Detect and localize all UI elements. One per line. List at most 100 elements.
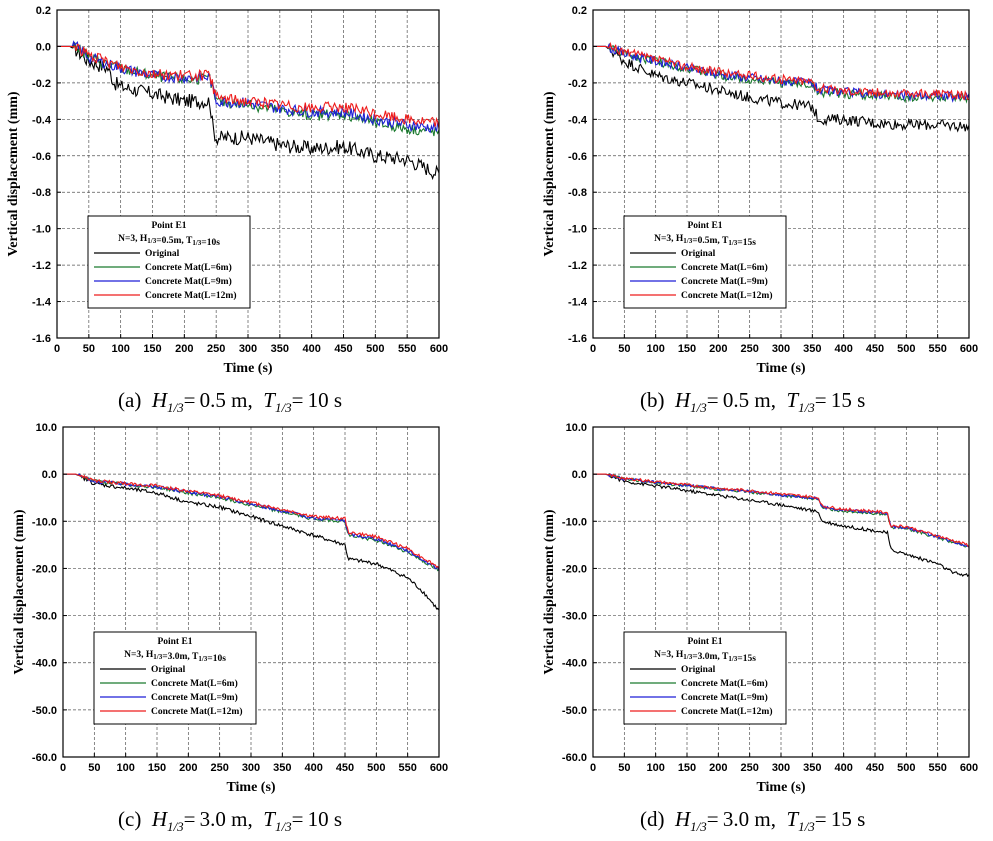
legend-entry: Concrete Mat(L=6m) — [681, 262, 768, 273]
chart-a-svg: 0 50 100 150 200 250 300 350 400 450 500 550 600 0.2 0… — [6, 5, 448, 376]
series-line-d-2 — [593, 473, 970, 548]
y-axis-label: Vertical displacement (mm) — [6, 91, 21, 256]
x-tick-label: 600 — [430, 343, 448, 355]
series-line-b-3 — [593, 41, 969, 101]
x-tick-label: 200 — [709, 343, 727, 355]
y-tick-label: -0.6 — [568, 151, 587, 163]
series-line-d-0 — [593, 473, 970, 578]
chart-panel-d: 0 50 100 150 200 250 300 350 400 450 500 550 600 10.0… — [530, 418, 993, 841]
ticks-b: 0 50 100 150 200 250 300 350 400 450 500 550 600 0.2 0… — [568, 5, 978, 355]
legend-c: Point E1 N=3, H1/3=3.0m, T1/3=10sOriginal… — [93, 631, 257, 725]
caption-a-h: 0.5 m — [199, 388, 248, 412]
x-tick-label: 150 — [148, 762, 166, 774]
legend-entry: Concrete Mat(L=9m) — [151, 692, 238, 703]
legend-d: Point E1 N=3, H1/3=3.0m, T1/3=15sOriginal… — [623, 631, 787, 725]
y-tick-label: 0.0 — [572, 469, 587, 481]
caption-d: (d) H1/3= 3.0 m, T1/3= 15 s — [640, 807, 866, 835]
y-tick-label: 0.0 — [42, 469, 57, 481]
x-tick-label: 50 — [618, 762, 630, 774]
x-tick-label: 400 — [834, 762, 852, 774]
x-tick-label: 350 — [273, 762, 291, 774]
legend-title: Point E1 — [157, 637, 192, 647]
caption-c-h: 3.0 m — [199, 807, 248, 831]
caption-a-label: (a) — [118, 388, 142, 412]
legend-entry: Concrete Mat(L=9m) — [681, 692, 768, 703]
x-tick-label: 250 — [207, 343, 225, 355]
caption-a: (a) H1/3= 0.5 m, T1/3= 10 s — [118, 388, 343, 416]
series-line-a-0 — [57, 42, 440, 181]
y-tick-label: -1.6 — [32, 333, 51, 345]
x-tick-label: 450 — [336, 762, 354, 774]
legend-entry: Concrete Mat(L=6m) — [681, 678, 768, 689]
legend-box — [623, 631, 787, 725]
x-tick-label: 450 — [866, 343, 884, 355]
caption-c-t: 10 s — [307, 807, 343, 831]
caption-d-h: 3.0 m — [722, 807, 771, 831]
x-tick-label: 250 — [740, 343, 758, 355]
x-tick-label: 500 — [366, 343, 384, 355]
y-tick-label: -1.2 — [568, 260, 587, 272]
y-tick-label: -1.4 — [568, 297, 588, 309]
legend-box — [93, 631, 257, 725]
x-tick-label: 100 — [646, 762, 664, 774]
x-tick-label: 550 — [398, 343, 416, 355]
series-line-d-3 — [593, 473, 970, 547]
y-axis-label: Vertical displacement (mm) — [12, 509, 27, 674]
series-line-b-0 — [593, 42, 970, 133]
y-tick-label: -1.2 — [32, 260, 51, 272]
x-tick-label: 400 — [302, 343, 320, 355]
x-tick-label: 300 — [772, 343, 790, 355]
series-line-b-2 — [593, 43, 970, 103]
caption-c-label: (c) — [118, 807, 142, 831]
x-tick-label: 450 — [334, 343, 352, 355]
x-tick-label: 0 — [590, 343, 596, 355]
legend-entry: Original — [151, 665, 186, 675]
y-tick-label: -1.6 — [568, 333, 587, 345]
series-line-a-1 — [57, 41, 440, 137]
y-tick-label: -40.0 — [32, 658, 57, 670]
x-tick-label: 50 — [88, 762, 100, 774]
caption-d-t: 15 s — [830, 807, 866, 831]
x-axis-label: Time (s) — [756, 361, 805, 376]
chart-d-svg: 0 50 100 150 200 250 300 350 400 450 500 550 600 10.0… — [542, 422, 978, 795]
x-tick-label: 550 — [928, 343, 946, 355]
x-tick-label: 350 — [271, 343, 289, 355]
y-tick-label: 0.0 — [36, 41, 51, 53]
caption-b: (b) H1/3= 0.5 m, T1/3= 15 s — [640, 388, 866, 416]
x-axis-label: Time (s) — [226, 780, 275, 795]
y-tick-label: -50.0 — [32, 705, 57, 717]
x-tick-label: 500 — [367, 762, 385, 774]
y-tick-label: -0.4 — [568, 114, 588, 126]
legend-entry: Concrete Mat(L=9m) — [145, 276, 232, 287]
chart-c-svg: 0 50 100 150 200 250 300 350 400 450 500 550 600 10.0… — [12, 422, 448, 795]
x-tick-label: 150 — [678, 343, 696, 355]
x-tick-label: 50 — [83, 343, 95, 355]
x-tick-label: 300 — [239, 343, 257, 355]
caption-b-h: 0.5 m — [722, 388, 771, 412]
y-tick-label: -0.2 — [32, 78, 51, 90]
x-tick-label: 600 — [430, 762, 448, 774]
y-tick-label: -50.0 — [562, 705, 587, 717]
y-tick-label: -60.0 — [562, 752, 587, 764]
legend-entry: Original — [145, 249, 180, 259]
legend-params: N=3, H1/3=0.5m, T1/3=10s — [118, 234, 220, 248]
y-tick-label: 10.0 — [36, 422, 57, 434]
y-tick-label: -40.0 — [562, 658, 587, 670]
y-tick-label: -30.0 — [32, 611, 57, 623]
x-axis-label: Time (s) — [756, 780, 805, 795]
x-tick-label: 600 — [960, 762, 978, 774]
ticks-d: 0 50 100 150 200 250 300 350 400 450 500 550 600 10.0… — [562, 422, 978, 774]
x-tick-label: 400 — [834, 343, 852, 355]
x-tick-label: 200 — [175, 343, 193, 355]
x-tick-label: 300 — [772, 762, 790, 774]
legend-title: Point E1 — [687, 637, 722, 647]
x-tick-label: 500 — [897, 343, 915, 355]
ticks-a: 0 50 100 150 200 250 300 350 400 450 500 550 600 0.2 0… — [32, 5, 448, 355]
y-tick-label: -30.0 — [562, 611, 587, 623]
x-tick-label: 450 — [866, 762, 884, 774]
series-line-c-3 — [63, 473, 440, 569]
y-tick-label: -60.0 — [32, 752, 57, 764]
x-tick-label: 100 — [116, 762, 134, 774]
y-tick-label: 0.0 — [572, 41, 587, 53]
legend-params: N=3, H1/3=3.0m, T1/3=15s — [654, 650, 756, 664]
